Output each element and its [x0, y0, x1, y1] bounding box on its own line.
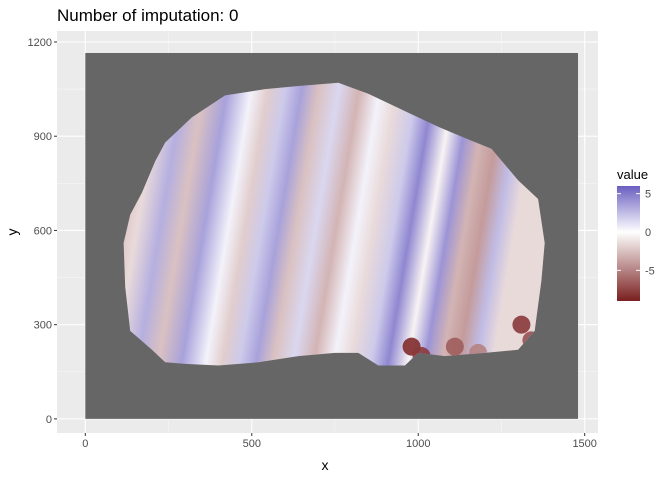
- legend-label: 5: [645, 189, 651, 201]
- hotspot: [512, 315, 531, 334]
- x-axis-title: x: [322, 457, 329, 473]
- y-axis: 0 300 600 900 1200: [28, 37, 57, 426]
- x-tick-label: 1000: [406, 438, 430, 450]
- hotspot: [445, 337, 464, 356]
- x-tick-label: 1500: [572, 438, 596, 450]
- x-tick-label: 500: [243, 438, 261, 450]
- y-axis-title: y: [4, 229, 20, 236]
- y-tick-label: 900: [34, 131, 52, 143]
- y-tick-label: 600: [34, 225, 52, 237]
- legend-label: -5: [645, 265, 655, 277]
- x-axis: 0 500 1000 1500: [82, 433, 597, 450]
- legend: value 5 0 -5: [617, 167, 655, 301]
- data-layer: [85, 52, 579, 419]
- y-tick-label: 1200: [28, 37, 52, 49]
- chart-title: Number of imputation: 0: [57, 6, 238, 25]
- legend-title: value: [617, 167, 648, 182]
- legend-label: 0: [645, 227, 651, 239]
- y-tick-label: 0: [46, 414, 52, 426]
- x-tick-label: 0: [82, 438, 88, 450]
- y-tick-label: 300: [34, 320, 52, 332]
- legend-colorbar: [617, 186, 640, 301]
